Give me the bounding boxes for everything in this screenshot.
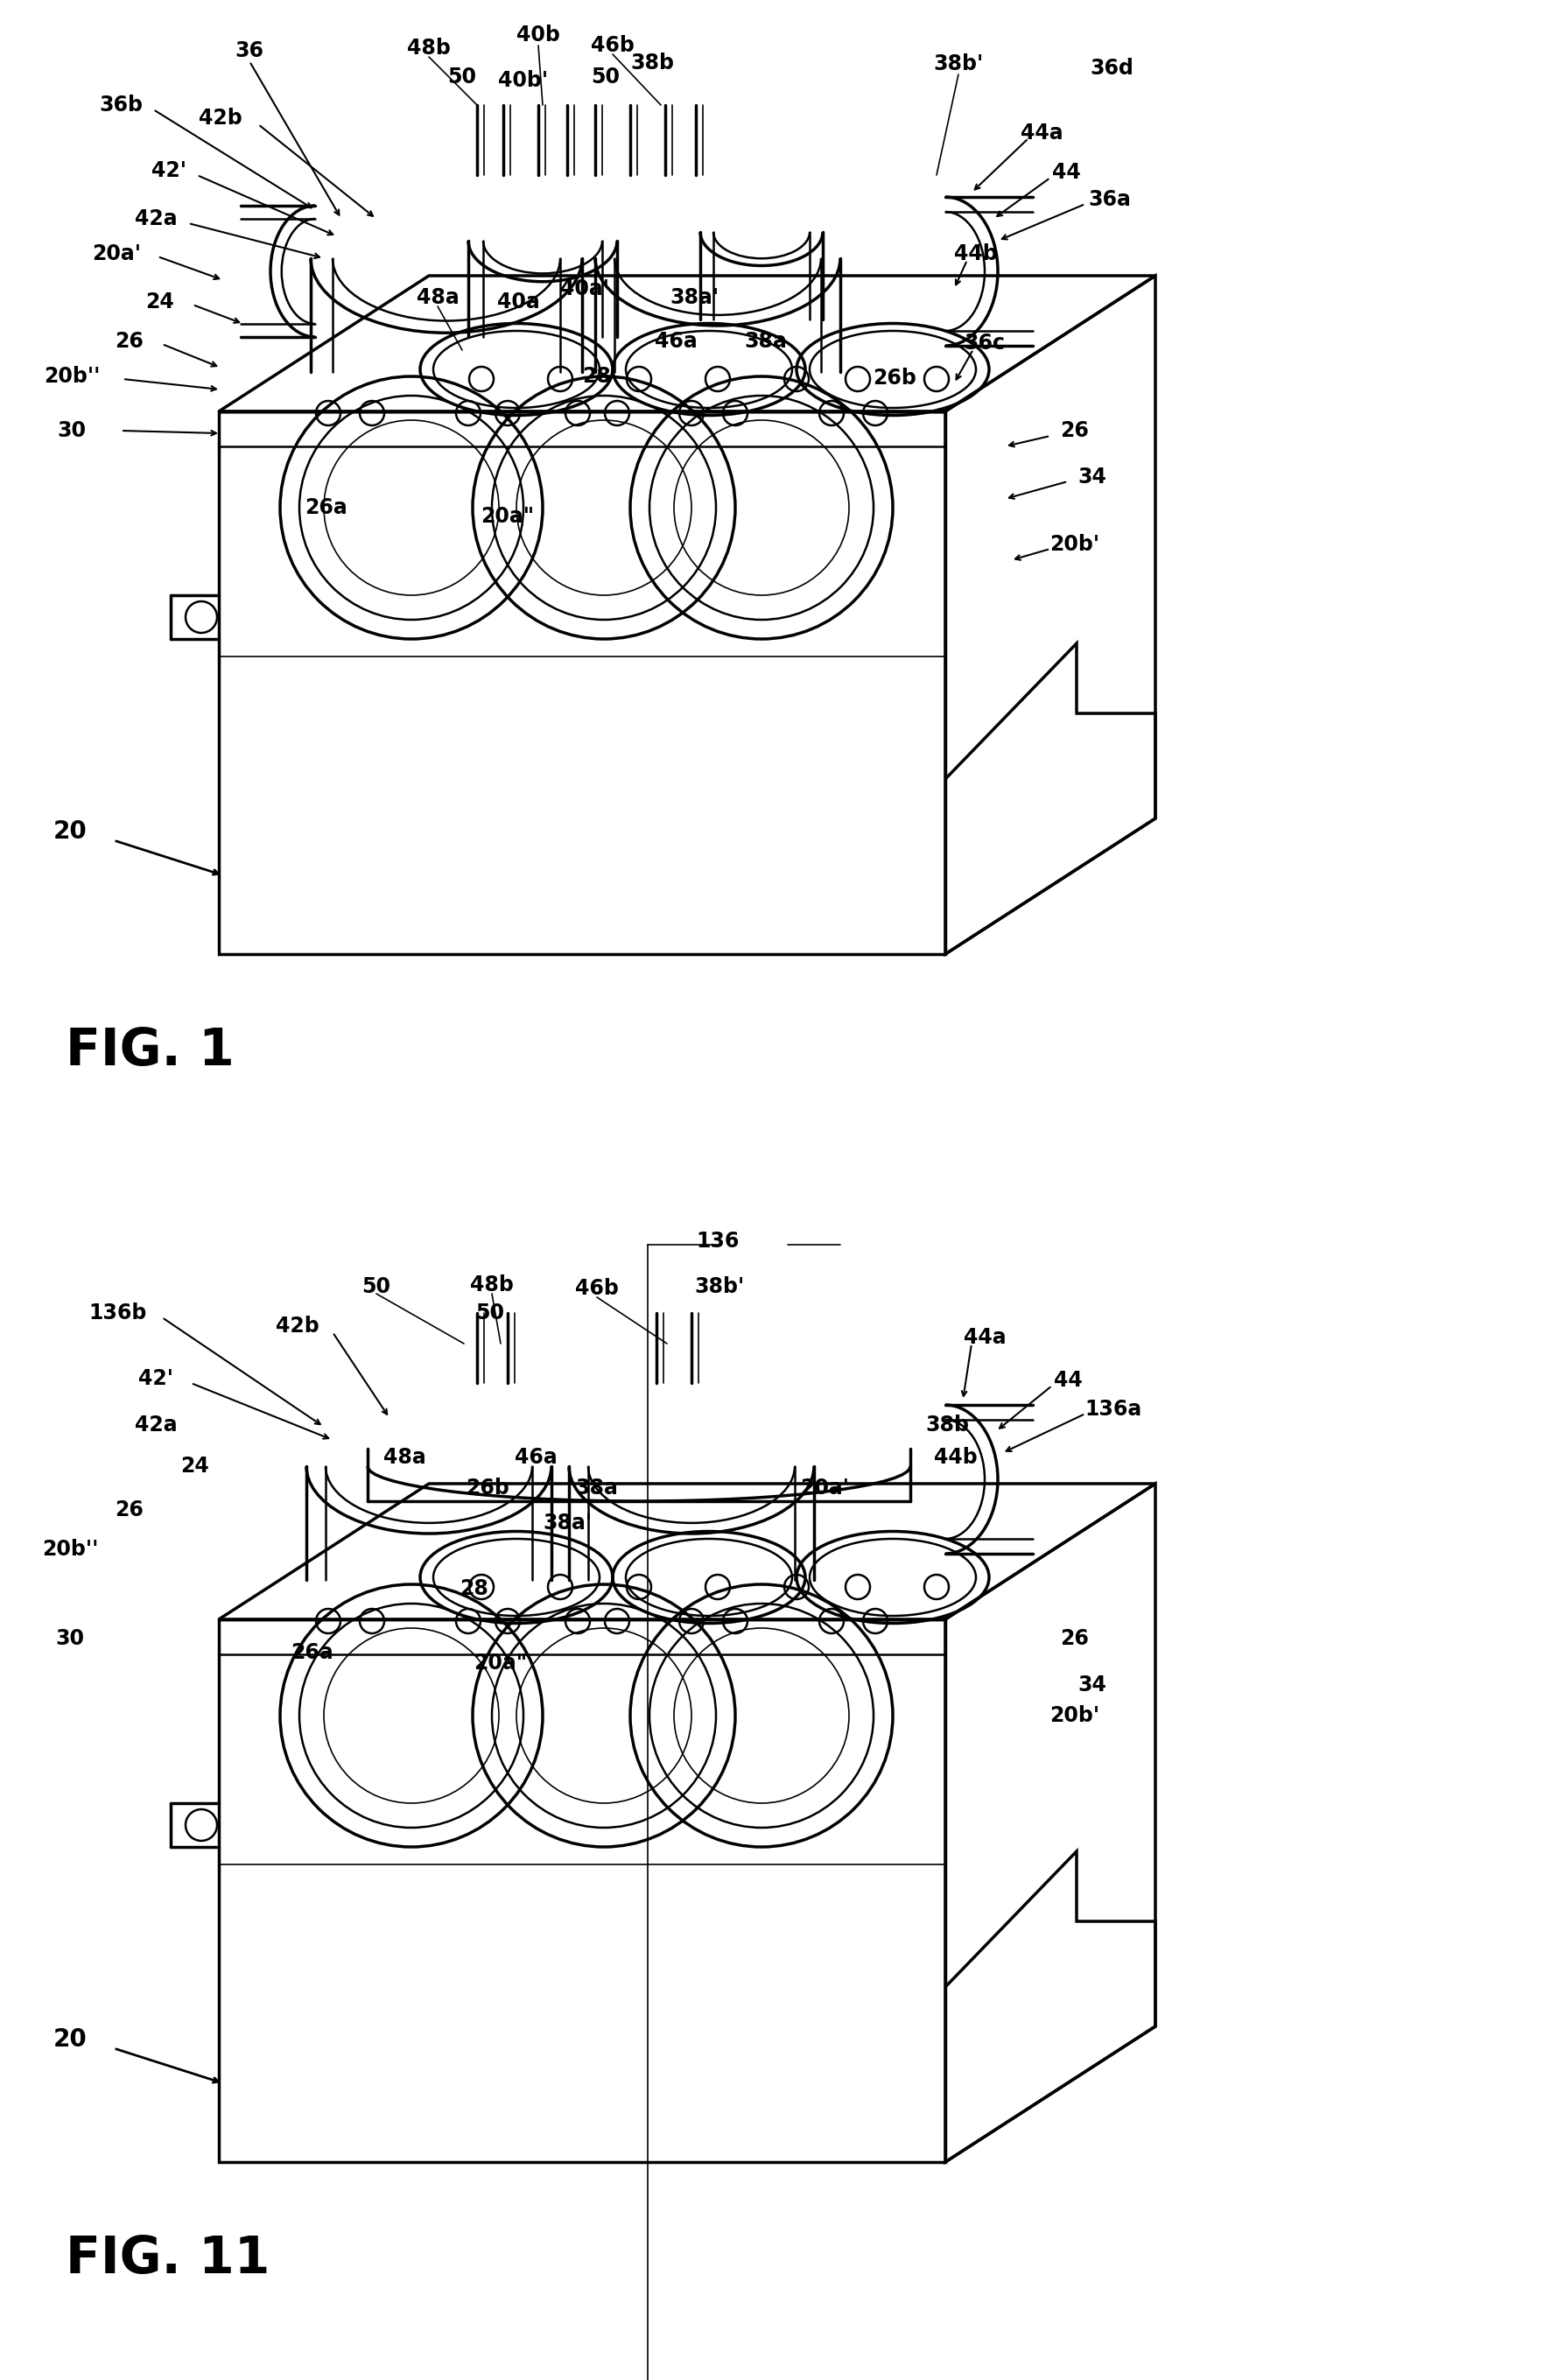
Text: 20: 20	[52, 819, 86, 845]
Text: 46a: 46a	[514, 1447, 557, 1468]
Text: 42a: 42a	[134, 1414, 178, 1435]
Text: 36c: 36c	[963, 333, 1005, 355]
Text: 38b: 38b	[925, 1414, 970, 1435]
Text: 38b': 38b'	[695, 1276, 744, 1297]
Text: 44: 44	[1051, 162, 1081, 183]
Text: 136: 136	[696, 1230, 740, 1252]
Text: FIG. 1: FIG. 1	[66, 1026, 235, 1076]
Text: 20: 20	[52, 2028, 86, 2052]
Text: 36d: 36d	[1090, 57, 1133, 79]
Text: 44b: 44b	[934, 1447, 977, 1468]
Text: 48a: 48a	[417, 288, 459, 307]
Text: 20a': 20a'	[93, 243, 141, 264]
Text: 26: 26	[1061, 1628, 1089, 1649]
Text: 20a": 20a"	[474, 1652, 528, 1673]
Text: 38a: 38a	[744, 331, 787, 352]
Text: 40a': 40a'	[560, 278, 610, 300]
Text: 40a: 40a	[497, 290, 539, 312]
Text: 36a: 36a	[1089, 188, 1132, 209]
Text: 44: 44	[1053, 1371, 1082, 1390]
Text: 44b: 44b	[954, 243, 997, 264]
Text: 38b: 38b	[630, 52, 675, 74]
Text: 34: 34	[1078, 1676, 1107, 1695]
Text: 50: 50	[448, 67, 477, 88]
Text: 42a: 42a	[134, 209, 178, 228]
Text: 46b: 46b	[591, 36, 635, 57]
Text: 20a': 20a'	[800, 1478, 849, 1499]
Text: 38a': 38a'	[670, 288, 718, 307]
Text: 20b'': 20b''	[43, 367, 100, 388]
Text: 136b: 136b	[90, 1302, 147, 1323]
Text: 26a: 26a	[304, 497, 347, 519]
Text: 34: 34	[1078, 466, 1107, 488]
Text: 26b: 26b	[466, 1478, 510, 1499]
Text: 36: 36	[235, 40, 264, 62]
Text: 38a: 38a	[576, 1478, 618, 1499]
Text: 42b: 42b	[199, 107, 242, 129]
Text: 20b'': 20b''	[42, 1540, 99, 1559]
Text: 20b': 20b'	[1050, 533, 1099, 555]
Text: 50: 50	[591, 67, 621, 88]
Text: 50: 50	[361, 1276, 391, 1297]
Text: 26: 26	[116, 1499, 144, 1521]
Text: 26: 26	[1061, 421, 1089, 440]
Text: 48a: 48a	[383, 1447, 426, 1468]
Text: 24: 24	[145, 290, 173, 312]
Text: 46a: 46a	[655, 331, 696, 352]
Text: 20a": 20a"	[480, 507, 534, 526]
Text: FIG. 11: FIG. 11	[66, 2232, 270, 2282]
Text: 28: 28	[582, 367, 611, 388]
Text: 26a: 26a	[292, 1642, 334, 1664]
Text: 30: 30	[56, 1628, 85, 1649]
Text: 136a: 136a	[1085, 1399, 1143, 1421]
Text: 20b': 20b'	[1050, 1704, 1099, 1726]
Text: 36b: 36b	[99, 95, 142, 117]
Text: 40b: 40b	[517, 24, 560, 45]
Text: 46b: 46b	[574, 1278, 619, 1299]
Text: 26: 26	[116, 331, 144, 352]
Text: 30: 30	[57, 421, 86, 440]
Text: 40b': 40b'	[499, 69, 548, 90]
Text: 38b': 38b'	[934, 52, 984, 74]
Text: 42b: 42b	[276, 1316, 320, 1338]
Text: 26b: 26b	[872, 367, 917, 388]
Text: 50: 50	[476, 1302, 505, 1323]
Text: 24: 24	[181, 1457, 208, 1476]
Text: 48b: 48b	[408, 38, 451, 60]
Text: 42': 42'	[139, 1368, 173, 1390]
Text: 38a': 38a'	[542, 1514, 591, 1533]
Text: 44a: 44a	[1021, 121, 1062, 143]
Text: 28: 28	[460, 1578, 489, 1599]
Text: 42': 42'	[151, 159, 187, 181]
Text: 48b: 48b	[469, 1273, 514, 1295]
Text: 44a: 44a	[963, 1328, 1007, 1347]
